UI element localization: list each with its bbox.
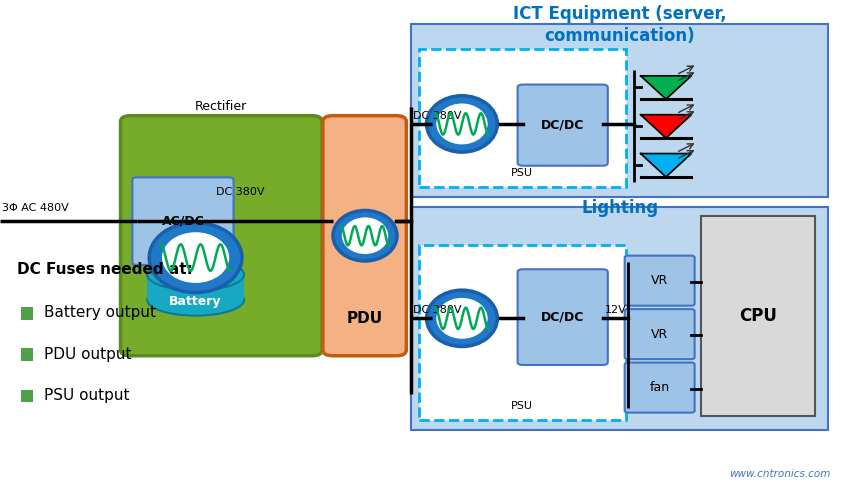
Text: Rectifier: Rectifier xyxy=(196,100,247,113)
Text: Battery: Battery xyxy=(169,295,222,308)
Bar xyxy=(21,307,33,320)
Text: DC 380V: DC 380V xyxy=(413,305,462,315)
Ellipse shape xyxy=(427,290,497,347)
Bar xyxy=(411,207,828,430)
Text: DC 380V: DC 380V xyxy=(216,187,265,197)
Text: DC 380V: DC 380V xyxy=(413,110,462,121)
Polygon shape xyxy=(641,154,691,177)
Text: PSU: PSU xyxy=(511,400,534,411)
Polygon shape xyxy=(641,76,691,99)
FancyBboxPatch shape xyxy=(625,309,695,359)
Bar xyxy=(411,24,828,197)
Text: DC Fuses needed at:: DC Fuses needed at: xyxy=(17,262,193,277)
FancyBboxPatch shape xyxy=(518,85,608,166)
FancyBboxPatch shape xyxy=(518,269,608,365)
Text: Battery output: Battery output xyxy=(44,306,156,320)
Ellipse shape xyxy=(149,223,242,293)
Text: fan: fan xyxy=(650,381,669,394)
Text: PSU: PSU xyxy=(511,168,534,178)
Text: PDU output: PDU output xyxy=(44,347,132,362)
Bar xyxy=(701,216,815,416)
Bar xyxy=(21,390,33,402)
Text: Lighting: Lighting xyxy=(581,199,658,217)
Ellipse shape xyxy=(148,284,244,316)
Bar xyxy=(148,273,244,300)
FancyBboxPatch shape xyxy=(323,116,406,356)
Text: PDU: PDU xyxy=(346,311,383,326)
Text: DC/DC: DC/DC xyxy=(541,119,584,132)
Ellipse shape xyxy=(437,104,487,144)
Text: PSU output: PSU output xyxy=(44,388,129,403)
Text: AC/DC: AC/DC xyxy=(162,215,204,227)
Ellipse shape xyxy=(148,259,244,291)
Text: VR: VR xyxy=(651,328,668,341)
Text: 3Φ AC 480V: 3Φ AC 480V xyxy=(2,203,68,213)
Text: 12V: 12V xyxy=(605,305,627,315)
FancyBboxPatch shape xyxy=(625,256,695,306)
FancyBboxPatch shape xyxy=(132,177,234,265)
Text: VR: VR xyxy=(651,274,668,287)
Ellipse shape xyxy=(427,96,497,152)
Bar xyxy=(419,245,626,420)
FancyBboxPatch shape xyxy=(121,116,322,356)
Bar xyxy=(419,49,626,187)
Ellipse shape xyxy=(333,210,397,261)
Ellipse shape xyxy=(437,298,487,339)
Text: www.cntronics.com: www.cntronics.com xyxy=(729,469,830,479)
Ellipse shape xyxy=(162,232,229,283)
Polygon shape xyxy=(641,115,691,138)
Text: ICT Equipment (server,
communication): ICT Equipment (server, communication) xyxy=(513,5,727,45)
Ellipse shape xyxy=(341,217,389,254)
Text: DC/DC: DC/DC xyxy=(541,311,584,324)
FancyBboxPatch shape xyxy=(625,363,695,413)
Bar xyxy=(21,348,33,361)
Text: CPU: CPU xyxy=(739,307,777,325)
